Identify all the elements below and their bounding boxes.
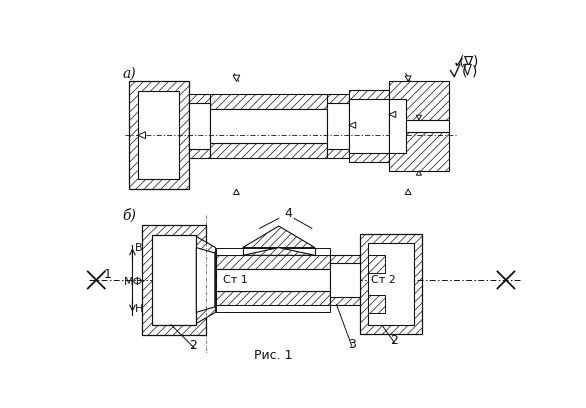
- Bar: [128, 81, 189, 189]
- Bar: [210, 93, 327, 109]
- Bar: [349, 90, 389, 162]
- Text: а): а): [122, 67, 136, 80]
- Bar: [368, 295, 385, 313]
- Bar: [389, 81, 449, 120]
- Text: Ст 1: Ст 1: [223, 275, 247, 285]
- Bar: [189, 93, 210, 158]
- Text: 3: 3: [348, 338, 356, 351]
- Text: б): б): [122, 208, 137, 223]
- Bar: [216, 291, 329, 305]
- Bar: [360, 234, 422, 334]
- Polygon shape: [389, 111, 396, 118]
- Bar: [138, 91, 179, 179]
- Text: МФ: МФ: [124, 277, 143, 287]
- Polygon shape: [243, 226, 315, 248]
- Text: 4: 4: [285, 207, 293, 220]
- Bar: [329, 255, 360, 305]
- Bar: [210, 109, 327, 143]
- Polygon shape: [405, 189, 411, 195]
- Bar: [329, 263, 360, 297]
- Text: Ст 2: Ст 2: [371, 275, 396, 285]
- Bar: [189, 103, 210, 149]
- Text: Н: Н: [135, 304, 143, 314]
- Polygon shape: [417, 115, 421, 120]
- Text: $\checkmark$: $\checkmark$: [452, 54, 464, 69]
- Text: 2: 2: [189, 339, 196, 352]
- Text: ): ): [472, 64, 478, 78]
- Bar: [216, 269, 329, 291]
- Bar: [216, 248, 329, 255]
- Polygon shape: [464, 64, 471, 75]
- Polygon shape: [233, 189, 239, 195]
- Bar: [327, 103, 349, 149]
- Polygon shape: [138, 132, 145, 139]
- Polygon shape: [243, 248, 315, 255]
- Polygon shape: [196, 236, 216, 324]
- Text: Рис. 1: Рис. 1: [254, 349, 292, 362]
- Polygon shape: [233, 75, 240, 81]
- Bar: [210, 143, 327, 158]
- Bar: [216, 255, 329, 269]
- Bar: [389, 120, 449, 132]
- Bar: [389, 99, 406, 153]
- Text: 2: 2: [390, 334, 398, 347]
- Bar: [349, 99, 389, 153]
- Polygon shape: [349, 122, 356, 128]
- Polygon shape: [417, 171, 421, 175]
- Bar: [327, 93, 349, 158]
- Bar: [216, 305, 329, 312]
- Bar: [389, 132, 449, 171]
- Bar: [368, 255, 385, 273]
- Bar: [152, 235, 196, 325]
- Bar: [142, 224, 206, 335]
- Text: (: (: [461, 64, 467, 78]
- Polygon shape: [405, 76, 411, 81]
- Text: В: В: [135, 244, 142, 253]
- Text: 1: 1: [104, 268, 112, 281]
- Polygon shape: [196, 248, 215, 312]
- Bar: [368, 243, 414, 325]
- Text: $(\nabla)$: $(\nabla)$: [458, 53, 479, 69]
